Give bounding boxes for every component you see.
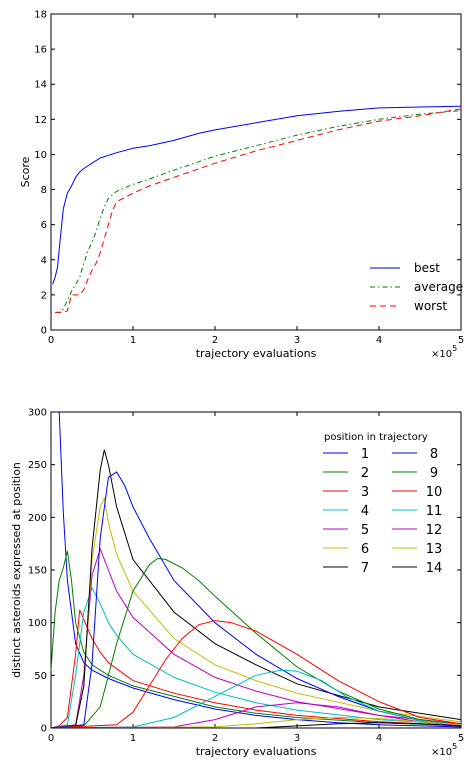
series-line-12: [50, 702, 462, 729]
y-tick-label: 12: [34, 115, 47, 126]
series-line-average: [55, 110, 462, 313]
legend-label-worst: worst: [414, 299, 447, 313]
asteroids-chart-series: [50, 411, 462, 729]
y-tick-label: 100: [28, 618, 47, 629]
y-tick-label: 16: [34, 45, 47, 56]
x-tick-label: 1: [130, 335, 136, 346]
score-chart-legend: best average worst: [370, 261, 463, 313]
asteroids-chart-legend: position in trajectory123456789101112131…: [323, 432, 442, 576]
legend-label-7: 7: [361, 561, 369, 576]
series-line-14: [51, 722, 462, 729]
x-tick-label: 4: [376, 335, 382, 346]
legend-label-1: 1: [361, 447, 369, 462]
x-tick-label: 0: [48, 733, 54, 744]
x-tick-label: 2: [212, 733, 218, 744]
series-line-13: [50, 716, 462, 729]
x-tick-label: 3: [294, 335, 300, 346]
score-chart-x-multiplier-exponent: 5: [452, 344, 457, 353]
y-tick-label: 10: [34, 150, 47, 161]
y-tick-label: 50: [34, 671, 47, 682]
series-line-3: [50, 609, 462, 729]
y-tick-label: 200: [28, 513, 47, 524]
legend-label-5: 5: [361, 523, 369, 538]
y-tick-label: 4: [41, 255, 47, 266]
y-tick-label: 0: [41, 326, 47, 337]
y-tick-label: 300: [28, 408, 47, 419]
legend-label-10: 10: [426, 485, 443, 500]
legend-label-13: 13: [426, 542, 443, 557]
y-tick-label: 18: [34, 10, 47, 21]
series-line-worst: [55, 108, 462, 313]
x-tick-label: 2: [212, 335, 218, 346]
x-tick-label: 4: [376, 733, 382, 744]
legend-title: position in trajectory: [324, 432, 428, 443]
legend-label-best: best: [414, 261, 440, 275]
x-tick-label: 5: [458, 733, 464, 744]
y-tick-label: 8: [41, 185, 47, 196]
legend-label-9: 9: [430, 466, 438, 481]
y-tick-label: 150: [28, 566, 47, 577]
y-tick-label: 14: [34, 80, 47, 91]
series-line-4: [50, 586, 462, 729]
x-tick-label: 3: [294, 733, 300, 744]
legend-label-3: 3: [361, 485, 369, 500]
legend-label-4: 4: [361, 504, 369, 519]
y-tick-label: 2: [41, 290, 47, 301]
y-tick-label: 250: [28, 460, 47, 471]
x-tick-label: 1: [130, 733, 136, 744]
asteroids-chart-x-axis-label: trajectory evaluations: [196, 745, 317, 758]
score-chart-x-multiplier-base: ×10: [431, 349, 452, 360]
y-tick-label: 0: [41, 724, 47, 735]
score-chart-x-axis-label: trajectory evaluations: [196, 347, 317, 360]
asteroids-chart-x-multiplier-base: ×10: [431, 747, 452, 758]
series-line-10: [50, 620, 462, 729]
asteroids-chart-y-axis-label: distinct asteroids expressed at position: [10, 462, 23, 678]
score-chart-x-multiplier: ×105: [431, 344, 457, 360]
score-chart-y-axis-label: Score: [19, 156, 32, 187]
legend-label-8: 8: [430, 447, 438, 462]
x-tick-label: 5: [458, 335, 464, 346]
series-line-9: [50, 557, 462, 729]
x-tick-label: 0: [48, 335, 54, 346]
y-tick-label: 6: [41, 220, 47, 231]
legend-label-6: 6: [361, 542, 369, 557]
series-line-11: [50, 669, 462, 729]
legend-label-11: 11: [426, 504, 443, 519]
series-line-best: [52, 105, 462, 285]
asteroids-chart-x-multiplier-exponent: 5: [452, 742, 457, 751]
score-chart-series: [52, 105, 462, 313]
asteroids-chart-x-multiplier: ×105: [431, 742, 457, 758]
score-chart-frame: [50, 13, 462, 331]
legend-label-average: average: [414, 280, 463, 294]
legend-label-12: 12: [426, 523, 443, 538]
legend-label-14: 14: [426, 561, 443, 576]
legend-label-2: 2: [361, 466, 369, 481]
series-line-8: [50, 471, 462, 729]
series-line-7: [50, 449, 462, 729]
